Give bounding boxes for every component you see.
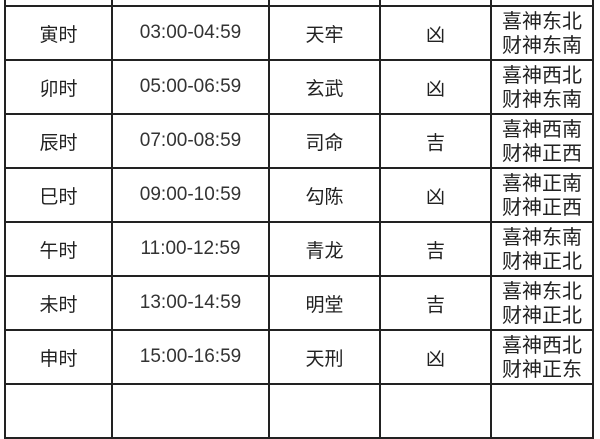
xi-shen-direction: 喜神正南	[502, 171, 582, 195]
hour-cell: 巳时	[4, 167, 113, 223]
cai-shen-direction: 财神正北	[502, 249, 582, 273]
hour-cell: 寅时	[4, 5, 113, 61]
table-row: 寅时 03:00-04:59 天牢凶喜神东北 财神东南	[4, 5, 594, 61]
xi-shen-direction: 喜神西北	[502, 333, 582, 357]
table-row: 未时 13:00-14:59 明堂吉喜神东北 财神正北	[4, 275, 594, 331]
xi-shen-direction: 喜神东北	[502, 279, 582, 303]
luck-cell: 吉	[379, 275, 492, 331]
hour-fortune-table: 寅时 03:00-04:59 天牢凶喜神东北 财神东南 卯时 05:00-06:59 玄武凶…	[4, 0, 594, 439]
hour-cell: 午时	[4, 221, 113, 277]
cai-shen-direction: 财神东南	[502, 33, 582, 57]
star-cell: 玄武	[268, 59, 381, 115]
luck-cell: 凶	[379, 329, 492, 385]
table-row: 申时 15:00-16:59 天刑凶喜神西北 财神正东	[4, 329, 594, 385]
time-range-cell: 07:00-08:59	[111, 113, 270, 169]
luck-cell: 凶	[379, 5, 492, 61]
direction-cell: 喜神东南 财神正北	[490, 221, 594, 277]
luck-cell: 吉	[379, 113, 492, 169]
star-cell: 天刑	[268, 329, 381, 385]
xi-shen-direction: 喜神东南	[502, 225, 582, 249]
luck-cell: 凶	[379, 59, 492, 115]
star-cell: 天牢	[268, 5, 381, 61]
direction-cell: 喜神西北 财神正东	[490, 329, 594, 385]
table-row: 卯时 05:00-06:59 玄武凶喜神西北 财神东南	[4, 59, 594, 115]
direction-cell: 喜神东北 财神东南	[490, 5, 594, 61]
direction-cell: 喜神西北 财神东南	[490, 59, 594, 115]
star-cell: 勾陈	[268, 167, 381, 223]
hour-cell: 辰时	[4, 113, 113, 169]
xi-shen-direction: 喜神西南	[502, 117, 582, 141]
cai-shen-direction: 财神正北	[502, 303, 582, 327]
time-range-cell: 09:00-10:59	[111, 167, 270, 223]
table-row: 午时 11:00-12:59 青龙吉喜神东南 财神正北	[4, 221, 594, 277]
time-range-cell: 15:00-16:59	[111, 329, 270, 385]
time-range-cell: 05:00-06:59	[111, 59, 270, 115]
xi-shen-direction: 喜神东北	[502, 9, 582, 33]
table-row-partial-top	[4, 0, 594, 7]
table-row-partial-bottom	[4, 383, 594, 439]
hour-cell: 未时	[4, 275, 113, 331]
time-range-cell: 03:00-04:59	[111, 5, 270, 61]
cai-shen-direction: 财神正西	[502, 195, 582, 219]
cai-shen-direction: 财神东南	[502, 87, 582, 111]
cai-shen-direction: 财神正东	[502, 357, 582, 381]
direction-cell: 喜神东北 财神正北	[490, 275, 594, 331]
table-row: 巳时 09:00-10:59 勾陈凶喜神正南 财神正西	[4, 167, 594, 223]
luck-cell: 凶	[379, 167, 492, 223]
direction-cell: 喜神正南 财神正西	[490, 167, 594, 223]
cai-shen-direction: 财神正西	[502, 141, 582, 165]
luck-cell: 吉	[379, 221, 492, 277]
star-cell: 青龙	[268, 221, 381, 277]
table-row: 辰时 07:00-08:59 司命吉喜神西南 财神正西	[4, 113, 594, 169]
xi-shen-direction: 喜神西北	[502, 63, 582, 87]
direction-cell: 喜神西南 财神正西	[490, 113, 594, 169]
time-range-cell: 11:00-12:59	[111, 221, 270, 277]
time-range-cell: 13:00-14:59	[111, 275, 270, 331]
star-cell: 司命	[268, 113, 381, 169]
star-cell: 明堂	[268, 275, 381, 331]
hour-cell: 卯时	[4, 59, 113, 115]
hour-cell: 申时	[4, 329, 113, 385]
